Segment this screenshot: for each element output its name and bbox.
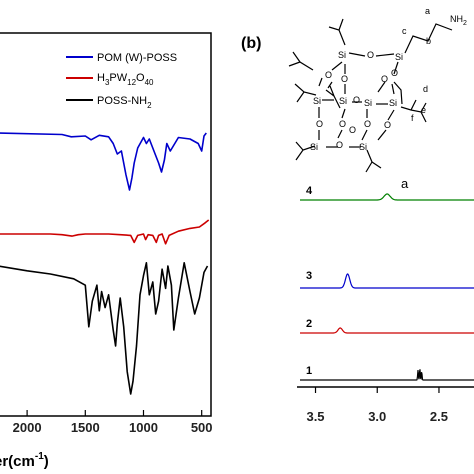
panel-b-series: 1 2 3 4 xyxy=(300,185,474,381)
atom-si: Si xyxy=(313,96,321,106)
nmr-trace-3 xyxy=(300,273,474,289)
isobutyl-group xyxy=(325,85,341,109)
atom-si: Si xyxy=(364,98,372,108)
x-tick-label: 2000 xyxy=(13,420,42,435)
atom-o: O xyxy=(391,68,398,78)
isobutyl-group xyxy=(294,83,317,103)
trace-number-1: 1 xyxy=(306,365,312,377)
x-tick-label: 3.5 xyxy=(306,409,324,424)
x-tick-label: 2.5 xyxy=(430,409,448,424)
panel-b-x-ticks: 3.5 3.0 2.5 xyxy=(306,387,448,424)
panel-a-x-ticks: 2000 1500 1000 500 xyxy=(13,410,213,435)
bond xyxy=(391,83,395,95)
x-tick-label: 1500 xyxy=(71,420,100,435)
atom-o: O xyxy=(364,119,371,129)
amine-group: NH2 xyxy=(450,14,467,27)
atom-si: Si xyxy=(338,50,346,60)
bond xyxy=(327,81,333,89)
nmr-trace-2 xyxy=(300,327,474,334)
poss-atom-labels: Si Si Si Si Si Si Si Si O O O O O O O O … xyxy=(310,6,467,152)
series-line-poss-nh2 xyxy=(0,262,209,395)
legend-label-poss-nh2: POSS-NH2 xyxy=(97,95,152,110)
aminopropyl-chain xyxy=(404,23,453,54)
label-c: c xyxy=(402,26,407,36)
atom-si: Si xyxy=(310,142,318,152)
panel-b: (b) xyxy=(241,6,474,424)
trace-number-3: 3 xyxy=(306,270,312,282)
atom-o: O xyxy=(341,74,348,84)
isobutyl-group xyxy=(393,81,403,105)
atom-o: O xyxy=(381,74,388,84)
atom-o: O xyxy=(339,119,346,129)
x-tick-label: 3.0 xyxy=(368,409,386,424)
legend-label-h3pw12o40: H3PW12O40 xyxy=(97,72,154,87)
isobutyl-group xyxy=(295,141,316,161)
atom-si: Si xyxy=(339,96,347,106)
atom-o: O xyxy=(349,125,356,135)
bond xyxy=(387,109,395,121)
bond xyxy=(361,129,368,141)
isobutyl-group xyxy=(288,51,314,71)
peak-label-a: a xyxy=(401,176,409,191)
panel-b-label: (b) xyxy=(241,35,261,52)
legend-label-pom-w-poss: POM (W)-POSS xyxy=(97,52,177,64)
series-line-pom-w-poss xyxy=(0,132,207,191)
bond xyxy=(377,81,386,93)
panel-a-frame xyxy=(0,32,212,417)
bond xyxy=(318,77,323,87)
x-tick-label: 500 xyxy=(191,420,213,435)
label-e: e xyxy=(421,105,426,115)
atom-o: O xyxy=(384,120,391,130)
panel-a-legend: POM (W)-POSS H3PW12O40 POSS-NH2 xyxy=(66,52,177,110)
isobutyl-group xyxy=(328,18,346,46)
trace-number-2: 2 xyxy=(306,318,312,330)
trace-number-4: 4 xyxy=(306,185,313,197)
atom-si: Si xyxy=(389,98,397,108)
bond xyxy=(348,52,366,57)
bond xyxy=(341,108,346,119)
bond xyxy=(337,129,343,139)
bond xyxy=(393,61,399,75)
atom-o: O xyxy=(325,70,332,80)
label-d: d xyxy=(423,84,428,94)
nmr-trace-1 xyxy=(300,369,474,381)
isobutyl-group xyxy=(365,149,382,173)
label-a: a xyxy=(425,6,430,16)
nmr-trace-4 xyxy=(300,193,474,201)
atom-o: O xyxy=(367,50,374,60)
atom-o: O xyxy=(316,119,323,129)
panel-a-x-axis-label: er(cm-1) xyxy=(0,451,49,470)
bond xyxy=(375,53,395,57)
atom-si: Si xyxy=(395,52,403,62)
atom-o: O xyxy=(353,95,360,105)
label-b: b xyxy=(426,36,431,46)
series-line-h3pw12o40 xyxy=(0,219,210,245)
panel-a: 2000 1500 1000 500 POM (W)-POSS H3PW12O40 P… xyxy=(0,32,213,470)
panel-a-series xyxy=(0,132,210,395)
bond xyxy=(331,61,343,71)
bond xyxy=(377,129,387,141)
atom-si: Si xyxy=(359,142,367,152)
isobutyl-group xyxy=(400,99,427,123)
poss-structure-diagram xyxy=(288,18,453,173)
atom-o: O xyxy=(336,140,343,150)
x-tick-label: 1000 xyxy=(129,420,158,435)
label-f: f xyxy=(411,113,414,123)
